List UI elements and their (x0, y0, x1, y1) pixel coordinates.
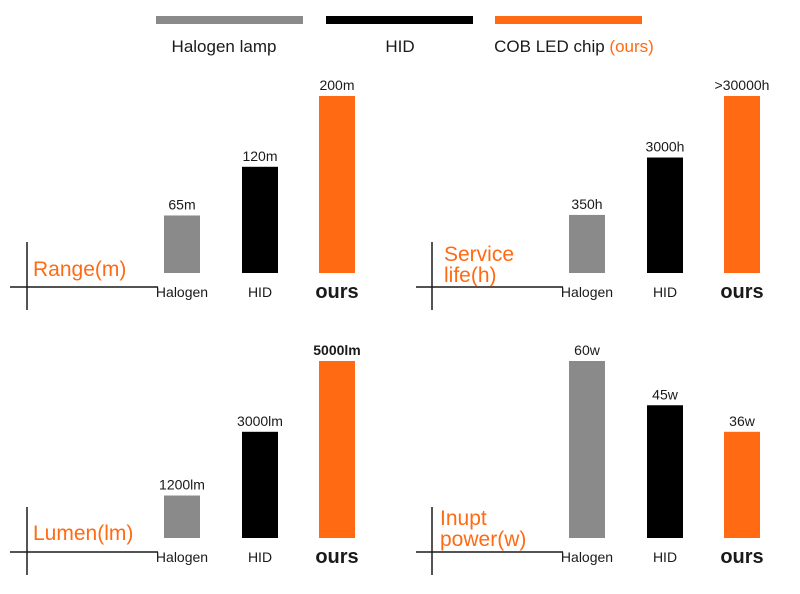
category-label: ours (315, 281, 358, 303)
legend-swatch-ours (495, 16, 642, 24)
legend-swatch-halogen (156, 16, 303, 24)
bar-ours (319, 96, 355, 273)
metric-title: Lumen(lm) (33, 522, 133, 545)
category-label: ours (315, 546, 358, 568)
legend-label-halogen: Halogen lamp (172, 37, 277, 56)
bar-halogen (164, 495, 200, 538)
legend-label-ours-tag: (ours) (609, 37, 653, 56)
chart-panels: Range(m)65mHalogen120mHID200moursService… (10, 77, 769, 575)
category-label: Halogen (156, 549, 208, 565)
category-label: Halogen (156, 284, 208, 300)
panel-1: Range(m) 65m Halogen 120m HID 200m ours (10, 77, 359, 310)
data-label: 3000h (646, 139, 685, 155)
data-label: 45w (652, 386, 679, 402)
legend-label-ours-main: COB LED chip (494, 37, 609, 56)
panel-2: Service life(h) 350h Halogen 3000h HID >30000h… (416, 77, 769, 310)
bar-halogen (569, 361, 605, 538)
data-label: 120m (242, 148, 277, 164)
bar-ours (319, 361, 355, 538)
legend-label-hid: HID (385, 37, 414, 56)
panel-3: Lumen(lm) 1200lm Halogen 3000lm HID 5000lm our… (10, 342, 361, 575)
panel-4: Inupt power(w) 60w Halogen 45w HID 36w ours (416, 342, 764, 575)
category-label: Halogen (561, 549, 613, 565)
category-label: HID (653, 284, 677, 300)
data-label: 3000lm (237, 413, 283, 429)
bar-hid (647, 157, 683, 273)
data-label: 200m (319, 77, 354, 93)
legend: Halogen lamp HID COB LED chip (ours) (156, 16, 654, 56)
data-label: 5000lm (313, 342, 360, 358)
data-label: 350h (571, 196, 602, 212)
bar-hid (242, 166, 278, 273)
bar-hid (242, 431, 278, 538)
legend-swatch-hid (326, 16, 473, 24)
metric-title-line: power(w) (440, 528, 526, 551)
metric-title: Inupt power(w) (440, 507, 526, 551)
data-label: 1200lm (159, 477, 205, 493)
data-label: 60w (574, 342, 601, 358)
category-label: ours (720, 546, 763, 568)
metric-title-line: Lumen(lm) (33, 522, 133, 545)
metric-title-line: life(h) (444, 264, 497, 287)
data-label: 36w (729, 413, 756, 429)
bar-ours (724, 431, 760, 538)
category-label: HID (248, 284, 272, 300)
bar-halogen (569, 214, 605, 273)
data-label: >30000h (715, 77, 770, 93)
metric-title-line: Range(m) (33, 258, 126, 281)
metric-title: Service life(h) (444, 243, 514, 287)
bar-halogen (164, 215, 200, 273)
metric-title-line: Service (444, 243, 514, 266)
category-label: ours (720, 281, 763, 303)
category-label: Halogen (561, 284, 613, 300)
bar-ours (724, 96, 760, 273)
legend-label-ours: COB LED chip (ours) (494, 37, 654, 56)
data-label: 65m (168, 196, 195, 212)
metric-title: Range(m) (33, 258, 126, 281)
category-label: HID (248, 549, 272, 565)
metric-title-line: Inupt (440, 507, 487, 530)
category-label: HID (653, 549, 677, 565)
bar-hid (647, 405, 683, 538)
